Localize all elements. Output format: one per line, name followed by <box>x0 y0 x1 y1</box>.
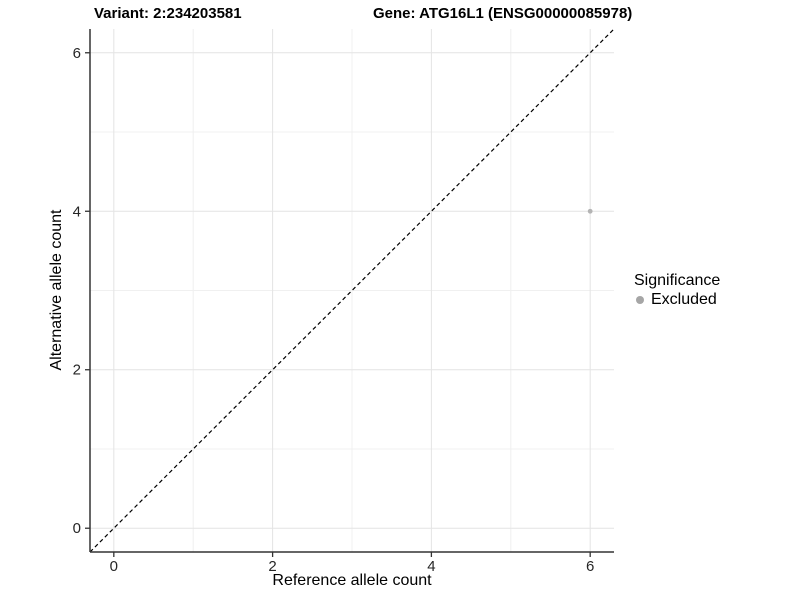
x-tick-label: 4 <box>427 558 435 575</box>
x-axis-title: Reference allele count <box>272 572 432 589</box>
legend-item: Excluded <box>634 290 720 309</box>
x-tick-label: 2 <box>268 558 276 575</box>
y-tick-label: 0 <box>73 520 81 537</box>
legend-item-label: Excluded <box>651 291 717 308</box>
y-tick-label: 4 <box>73 203 81 220</box>
y-tick-label: 2 <box>73 362 81 379</box>
legend: Significance Excluded <box>634 271 720 309</box>
legend-title: Significance <box>634 272 721 289</box>
x-tick-label: 6 <box>586 558 594 575</box>
gene-title: Gene: ATG16L1 (ENSG00000085978) <box>373 5 633 22</box>
data-point <box>587 208 593 214</box>
x-tick-label: 0 <box>110 558 118 575</box>
y-tick-label: 6 <box>73 45 81 62</box>
y-axis-title: Alternative allele count <box>48 209 65 371</box>
legend-point-icon <box>636 295 644 304</box>
variant-title: Variant: 2:234203581 <box>94 5 242 22</box>
identity-line <box>89 28 615 553</box>
